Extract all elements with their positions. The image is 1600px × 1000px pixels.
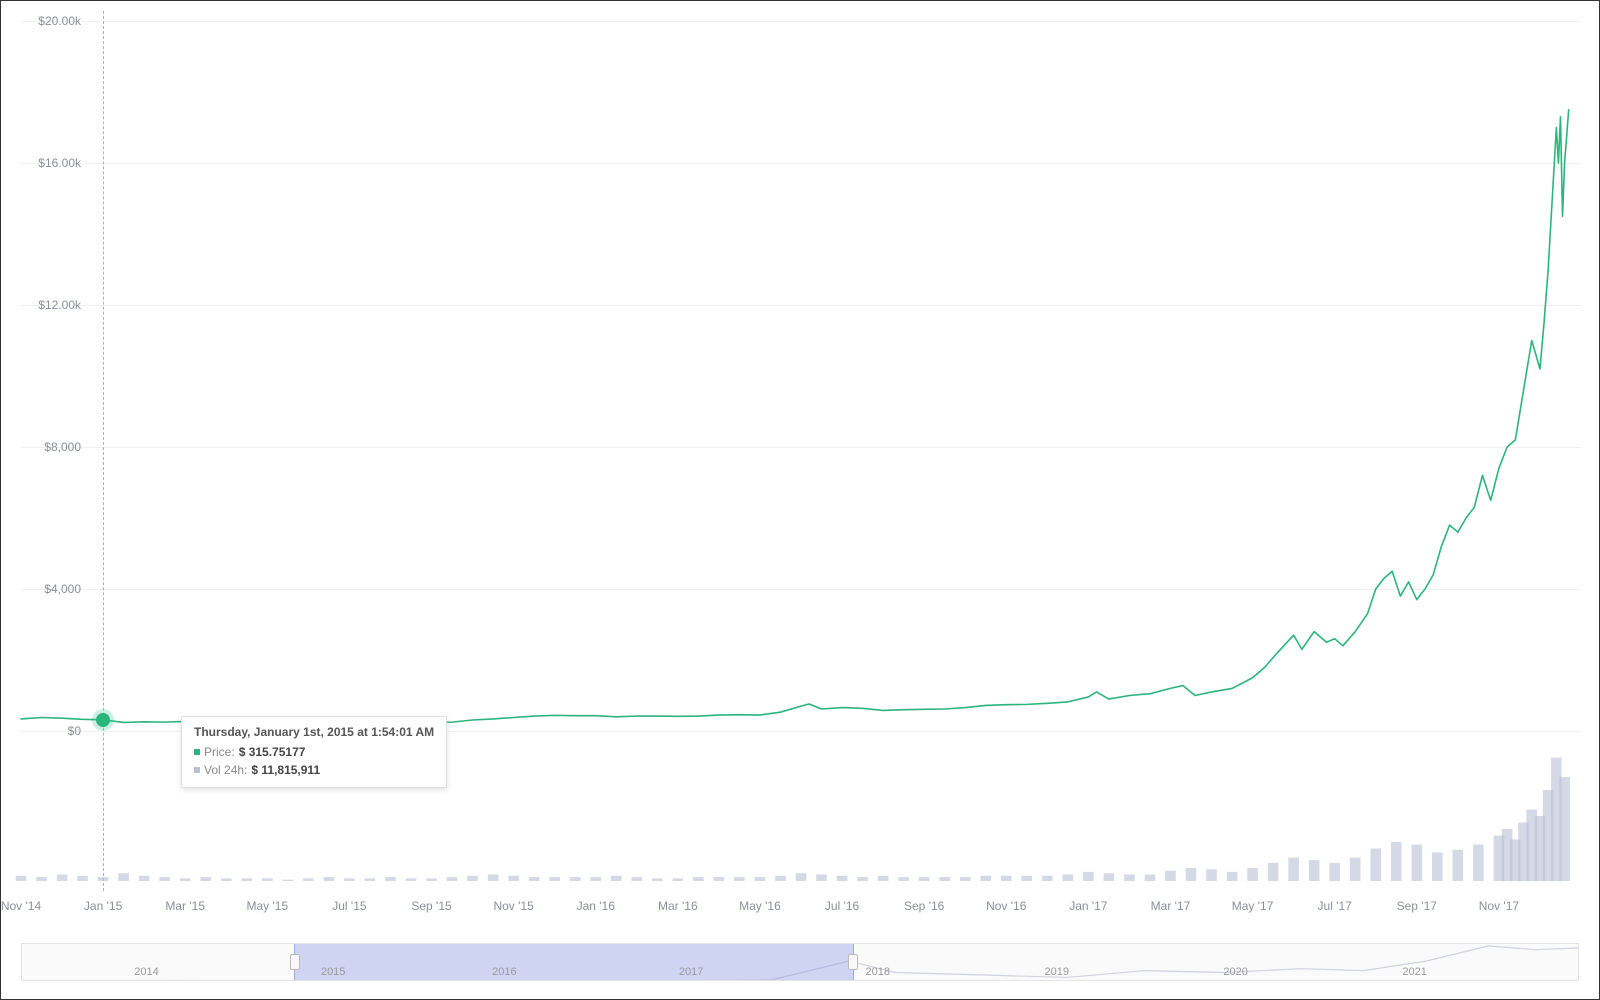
x-axis-tick-label: Mar '16	[658, 899, 698, 913]
navigator-handle-left[interactable]	[290, 954, 300, 970]
x-axis-tick-label: Jan '15	[84, 899, 122, 913]
tooltip-row: Price:$ 315.75177	[194, 743, 434, 761]
x-axis-tick-label: Mar '17	[1151, 899, 1191, 913]
tooltip-bullet-icon	[194, 749, 200, 755]
x-axis-tick-label: May '17	[1232, 899, 1274, 913]
x-axis-tick-label: Nov '15	[493, 899, 533, 913]
navigator-year-label: 2021	[1402, 966, 1426, 978]
chart-tooltip: Thursday, January 1st, 2015 at 1:54:01 A…	[181, 716, 447, 788]
x-axis-tick-label: Sep '16	[904, 899, 944, 913]
x-axis-tick-label: Sep '17	[1397, 899, 1437, 913]
hover-marker	[96, 713, 110, 727]
navigator-year-label: 2020	[1223, 966, 1247, 978]
navigator-year-label: 2016	[492, 966, 516, 978]
x-axis-tick-label: Nov '17	[1479, 899, 1519, 913]
tooltip-row: Vol 24h:$ 11,815,911	[194, 761, 434, 779]
main-plot-area[interactable]: $0$4,000$8,000$12.00k$16.00k$20.00k Thur…	[21, 11, 1581, 891]
x-axis-tick-label: Nov '14	[1, 899, 41, 913]
x-axis-tick-label: Nov '16	[986, 899, 1026, 913]
navigator-track[interactable]: 2014 2015 2016 2017 2018 2019 2020 2021	[21, 943, 1579, 981]
tooltip-title: Thursday, January 1st, 2015 at 1:54:01 A…	[194, 725, 434, 739]
x-axis-tick-label: Jan '17	[1069, 899, 1107, 913]
x-axis-tick-label: Sep '15	[411, 899, 451, 913]
navigator-year-label: 2015	[321, 966, 345, 978]
x-axis-tick-label: Jul '17	[1318, 899, 1352, 913]
tooltip-value: $ 11,815,911	[251, 761, 320, 779]
price-chart-container: $0$4,000$8,000$12.00k$16.00k$20.00k Thur…	[0, 0, 1600, 1000]
tooltip-label: Price:	[204, 743, 235, 761]
x-axis-tick-label: May '15	[246, 899, 288, 913]
navigator-year-label: 2018	[866, 966, 890, 978]
tooltip-bullet-icon	[194, 767, 200, 773]
x-axis-tick-label: Jul '16	[825, 899, 859, 913]
navigator-selection[interactable]	[294, 944, 854, 980]
navigator-year-label: 2017	[679, 966, 703, 978]
x-axis-tick-label: Mar '15	[165, 899, 205, 913]
tooltip-value: $ 315.75177	[239, 743, 306, 761]
range-navigator[interactable]: 2014 2015 2016 2017 2018 2019 2020 2021	[21, 943, 1579, 993]
navigator-year-label: 2014	[134, 966, 158, 978]
navigator-year-label: 2019	[1044, 966, 1068, 978]
x-axis-tick-label: May '16	[739, 899, 781, 913]
navigator-handle-right[interactable]	[848, 954, 858, 970]
x-axis-tick-label: Jan '16	[577, 899, 615, 913]
tooltip-label: Vol 24h:	[204, 761, 247, 779]
x-axis-tick-label: Jul '15	[332, 899, 366, 913]
